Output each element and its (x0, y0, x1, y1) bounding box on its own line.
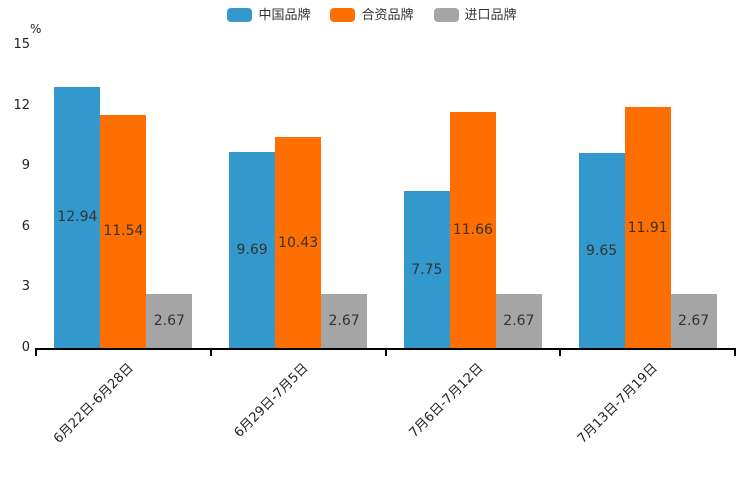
bar-value-label: 11.91 (627, 219, 668, 236)
bar-合资品牌-7月6日-7月12日[interactable]: 11.66 (449, 112, 496, 348)
x-axis-label: 7月6日-7月12日 (406, 360, 487, 441)
bar-中国品牌-6月22日-6月28日[interactable]: 12.94 (54, 86, 101, 348)
bar-value-label: 2.67 (503, 313, 535, 330)
bar-合资品牌-7月13日-7月19日[interactable]: 11.91 (624, 107, 671, 348)
bar-value-label: 2.67 (678, 313, 710, 330)
legend-marker-icon (433, 8, 459, 22)
bar-value-label: 9.69 (236, 242, 268, 259)
bar-value-label: 11.66 (452, 222, 493, 239)
bar-进口品牌-6月22日-6月28日[interactable]: 2.67 (146, 294, 193, 348)
bar-value-label: 2.67 (328, 313, 360, 330)
x-axis-tick (559, 348, 562, 356)
y-tick-label: 3 (21, 279, 30, 295)
x-axis-tick (734, 348, 736, 356)
x-axis-label: 6月29日-7月5日 (231, 360, 312, 441)
y-tick-label: 15 (13, 37, 30, 52)
legend-label: 合资品牌 (361, 7, 414, 23)
bar-中国品牌-7月13日-7月19日[interactable]: 9.65 (578, 153, 625, 348)
bar-合资品牌-6月29日-7月5日[interactable]: 10.43 (275, 137, 322, 348)
legend-item-china-brand[interactable]: 中国品牌 (227, 8, 310, 22)
legend-label: 中国品牌 (258, 7, 311, 23)
y-tick-label: 9 (21, 158, 30, 174)
bar-value-label: 11.54 (103, 223, 144, 240)
plot-area: 12.94 11.54 2.67 9.69 10.43 2.67 7.75 11.66 2.67… (36, 45, 735, 348)
bar-value-label: 10.43 (278, 234, 319, 251)
legend-marker-icon (330, 8, 356, 22)
legend: 中国品牌 合资品牌 进口品牌 (0, 8, 744, 22)
legend-label: 进口品牌 (464, 7, 517, 23)
bar-中国品牌-6月29日-7月5日[interactable]: 9.69 (229, 152, 276, 348)
bar-value-label: 12.94 (57, 209, 98, 226)
x-axis-tick (384, 348, 387, 356)
y-axis-unit-label: % (30, 22, 42, 36)
bar-进口品牌-7月13日-7月19日[interactable]: 2.67 (670, 294, 717, 348)
y-tick-label: 12 (13, 97, 30, 113)
x-axis-label: 6月22日-6月28日 (51, 360, 137, 447)
y-tick-label: 6 (21, 218, 30, 234)
legend-item-import-brand[interactable]: 进口品牌 (433, 7, 517, 23)
x-axis-label: 7月13日-7月19日 (575, 360, 662, 447)
y-tick-label: 0 (21, 340, 30, 355)
x-axis-tick (209, 348, 212, 356)
legend-marker-icon (227, 8, 253, 22)
bar-value-label: 2.67 (153, 313, 185, 330)
x-axis-tick (35, 348, 37, 356)
bar-中国品牌-7月6日-7月12日[interactable]: 7.75 (403, 191, 450, 348)
legend-item-joint-venture-brand[interactable]: 合资品牌 (330, 7, 414, 23)
bar-合资品牌-6月22日-6月28日[interactable]: 11.54 (100, 114, 147, 348)
bar-进口品牌-6月29日-7月5日[interactable]: 2.67 (321, 294, 368, 348)
bar-进口品牌-7月6日-7月12日[interactable]: 2.67 (495, 294, 542, 348)
bar-value-label: 7.75 (411, 261, 443, 278)
bar-value-label: 9.65 (586, 242, 618, 259)
